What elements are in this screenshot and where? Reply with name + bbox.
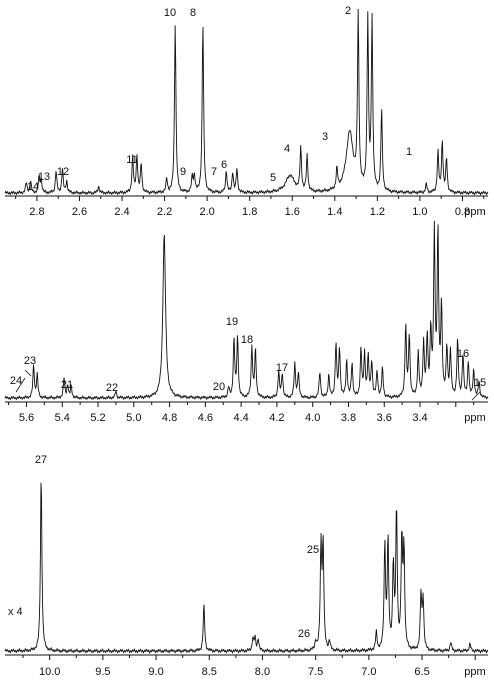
x-tick-label: 3.4 bbox=[412, 412, 427, 424]
peak-label: 21 bbox=[61, 379, 73, 391]
peak-label: 14 bbox=[27, 181, 39, 193]
x-tick-label: 8.0 bbox=[255, 666, 270, 678]
peak-label: 26 bbox=[298, 628, 310, 640]
x-tick-label: 0.8 bbox=[455, 206, 470, 218]
peak-label: 2 bbox=[345, 5, 351, 17]
x-tick-label: 3.8 bbox=[341, 412, 356, 424]
x-tick-label: 5.2 bbox=[90, 412, 105, 424]
x-tick-label: 7.0 bbox=[361, 666, 376, 678]
peak-label: 17 bbox=[276, 362, 288, 374]
x-tick-label: 2.4 bbox=[114, 206, 129, 218]
peak-label-leader bbox=[471, 391, 481, 401]
spectrum-trace-2 bbox=[4, 220, 489, 401]
spectrum-trace-1 bbox=[4, 9, 489, 196]
peak-label: 19 bbox=[226, 316, 238, 328]
x-tick-label: 9.0 bbox=[148, 666, 163, 678]
x-tick-label: 1.4 bbox=[327, 206, 342, 218]
peak-label: 27 bbox=[35, 454, 47, 466]
peak-label: 25 bbox=[307, 544, 319, 556]
x-tick-label: 5.0 bbox=[126, 412, 141, 424]
x-tick-label: 2.0 bbox=[199, 206, 214, 218]
peak-label: 1 bbox=[406, 146, 412, 158]
x-tick-label: 4.4 bbox=[233, 412, 248, 424]
peak-label: 12 bbox=[57, 166, 69, 178]
x-tick-label: 1.6 bbox=[285, 206, 300, 218]
x-tick-label: 1.8 bbox=[242, 206, 257, 218]
peak-label: 9 bbox=[180, 166, 186, 178]
x-tick-label: 10.0 bbox=[39, 666, 60, 678]
x-tick-label: 1.2 bbox=[370, 206, 385, 218]
x-axis-label: ppm bbox=[464, 412, 485, 424]
x-axis-label: ppm bbox=[464, 666, 485, 678]
peak-label: 6 bbox=[221, 159, 227, 171]
x-axis-label: ppm bbox=[464, 206, 485, 218]
spectrum-trace-3 bbox=[4, 482, 489, 654]
peak-label: 23 bbox=[24, 355, 36, 367]
peak-label: 8 bbox=[190, 7, 196, 19]
peak-label: 16 bbox=[457, 348, 469, 360]
x-tick-label: 2.2 bbox=[157, 206, 172, 218]
x-tick-label: 8.5 bbox=[202, 666, 217, 678]
x-tick-label: 9.5 bbox=[95, 666, 110, 678]
x-tick-label: 2.8 bbox=[29, 206, 44, 218]
peak-label: 5 bbox=[270, 172, 276, 184]
x-tick-label: 4.6 bbox=[198, 412, 213, 424]
x-tick-label: 4.2 bbox=[269, 412, 284, 424]
peak-label: 4 bbox=[284, 143, 290, 155]
x-tick-label: 4.0 bbox=[305, 412, 320, 424]
peak-label: 20 bbox=[213, 381, 225, 393]
peak-label: 24 bbox=[10, 375, 22, 387]
x-tick-label: 5.6 bbox=[19, 412, 34, 424]
x-tick-label: 4.8 bbox=[162, 412, 177, 424]
peak-label-leader bbox=[24, 369, 32, 377]
x-tick-label: 1.0 bbox=[412, 206, 427, 218]
peak-label: 3 bbox=[322, 131, 328, 143]
x-tick-label: 2.6 bbox=[72, 206, 87, 218]
x-tick-label: 5.4 bbox=[55, 412, 70, 424]
peak-label: 10 bbox=[164, 7, 176, 19]
peak-label: 22 bbox=[106, 382, 118, 394]
peak-label: 11 bbox=[126, 154, 137, 166]
x-tick-label: 3.6 bbox=[377, 412, 392, 424]
scale-factor-label: x 4 bbox=[8, 606, 23, 618]
peak-label: 15 bbox=[474, 377, 486, 389]
peak-label: 18 bbox=[241, 334, 253, 346]
peak-label: 13 bbox=[38, 171, 50, 183]
x-tick-label: 6.5 bbox=[414, 666, 429, 678]
x-tick-label: 7.5 bbox=[308, 666, 323, 678]
peak-label-leader bbox=[15, 377, 26, 393]
peak-label: 7 bbox=[211, 166, 217, 178]
